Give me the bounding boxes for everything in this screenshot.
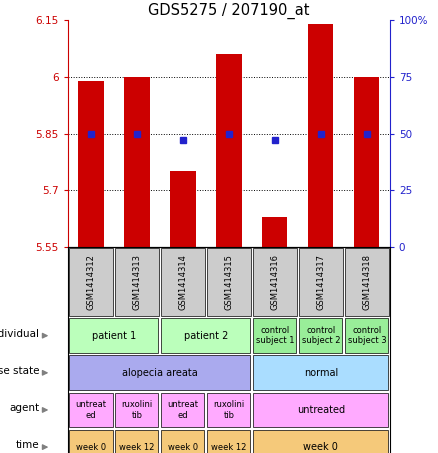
Bar [124,77,149,247]
Bar [161,318,251,353]
Bar [253,429,389,453]
Text: week 12: week 12 [119,443,155,452]
Bar [345,248,389,316]
Bar [161,248,205,316]
Text: control
subject 2: control subject 2 [302,326,340,345]
Bar [299,318,343,353]
Bar [253,248,297,316]
Bar [69,318,159,353]
Bar [115,392,159,428]
Text: GSM1414317: GSM1414317 [316,254,325,310]
Text: untreat
ed: untreat ed [167,400,198,419]
Text: GSM1414314: GSM1414314 [178,254,187,310]
Text: time: time [16,440,39,450]
Text: control
subject 1: control subject 1 [256,326,294,345]
Bar [78,81,103,247]
Bar [69,429,113,453]
Bar [354,77,379,247]
Bar [308,24,333,247]
Text: week 0: week 0 [76,443,106,452]
Text: disease state: disease state [0,366,39,376]
Text: GSM1414315: GSM1414315 [224,254,233,310]
Bar [161,429,205,453]
Bar [161,392,205,428]
Bar [115,248,159,316]
Text: untreat
ed: untreat ed [75,400,106,419]
Text: GSM1414318: GSM1414318 [362,254,371,310]
Bar [345,318,389,353]
Bar [207,248,251,316]
Text: GSM1414313: GSM1414313 [132,254,141,310]
Bar [299,248,343,316]
Text: patient 1: patient 1 [92,331,136,341]
Text: week 0: week 0 [168,443,198,452]
Title: GDS5275 / 207190_at: GDS5275 / 207190_at [148,3,310,19]
Text: GSM1414316: GSM1414316 [270,254,279,310]
Text: week 0: week 0 [304,442,338,452]
Bar [262,217,287,247]
Bar [253,318,297,353]
Text: untreated: untreated [297,405,345,415]
Bar [216,54,241,247]
Text: normal: normal [304,368,338,378]
Text: GSM1414312: GSM1414312 [86,254,95,310]
Bar [69,248,113,316]
Bar [253,392,389,428]
Bar [115,429,159,453]
Text: agent: agent [9,403,39,413]
Text: control
subject 3: control subject 3 [347,326,386,345]
Text: individual: individual [0,329,39,339]
Bar [170,171,195,247]
Text: ruxolini
tib: ruxolini tib [121,400,152,419]
Text: alopecia areata: alopecia areata [122,368,198,378]
Bar [69,355,251,390]
Bar [207,392,251,428]
Text: ruxolini
tib: ruxolini tib [213,400,244,419]
Bar [69,392,113,428]
Text: patient 2: patient 2 [184,331,228,341]
Bar [253,355,389,390]
Text: week 12: week 12 [211,443,247,452]
Bar [207,429,251,453]
